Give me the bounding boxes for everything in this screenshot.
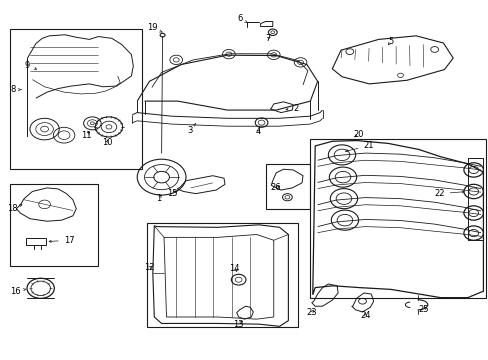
Text: 3: 3 bbox=[187, 124, 195, 135]
Text: 14: 14 bbox=[229, 265, 240, 274]
Text: 1: 1 bbox=[156, 194, 162, 203]
Text: 9: 9 bbox=[25, 61, 37, 70]
Text: 15: 15 bbox=[167, 189, 177, 198]
Bar bbox=[266, 164, 310, 209]
Text: 17: 17 bbox=[49, 236, 74, 245]
Text: 16: 16 bbox=[10, 287, 26, 296]
Text: 22: 22 bbox=[433, 189, 463, 198]
Text: 13: 13 bbox=[233, 320, 244, 329]
Text: 12: 12 bbox=[144, 264, 154, 273]
Text: 4: 4 bbox=[255, 127, 260, 136]
Bar bbox=[147, 223, 298, 327]
Text: 5: 5 bbox=[387, 37, 393, 46]
Text: 8: 8 bbox=[10, 85, 21, 94]
Bar bbox=[10, 30, 142, 169]
Text: 2: 2 bbox=[285, 104, 298, 113]
Text: 10: 10 bbox=[102, 138, 112, 147]
Text: 25: 25 bbox=[418, 305, 428, 314]
Text: 7: 7 bbox=[264, 34, 270, 43]
Bar bbox=[26, 238, 45, 244]
Text: 19: 19 bbox=[146, 23, 162, 32]
Bar bbox=[310, 139, 485, 298]
Text: 20: 20 bbox=[353, 130, 364, 139]
Bar bbox=[10, 184, 98, 266]
Text: 11: 11 bbox=[81, 131, 91, 140]
Text: 18: 18 bbox=[7, 204, 22, 213]
Text: 6: 6 bbox=[237, 14, 247, 23]
Text: 26: 26 bbox=[270, 183, 281, 192]
Text: 21: 21 bbox=[345, 141, 373, 152]
Text: 23: 23 bbox=[306, 308, 316, 317]
Text: 24: 24 bbox=[360, 311, 370, 320]
